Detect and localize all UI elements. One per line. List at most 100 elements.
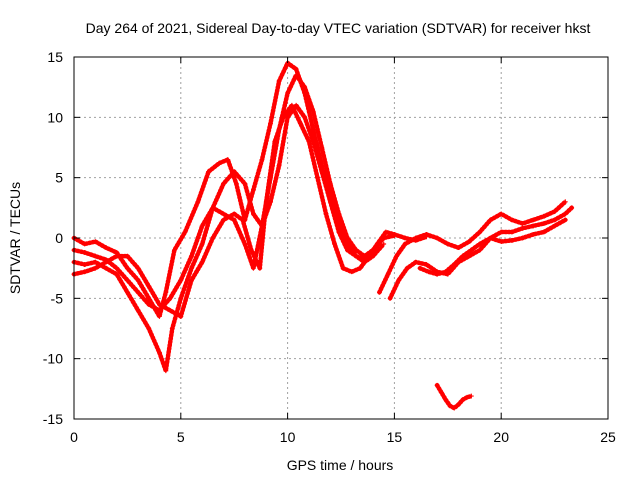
data-point — [396, 277, 402, 283]
data-point — [447, 403, 453, 409]
data-points — [71, 60, 575, 411]
x-tick-label: 5 — [177, 429, 185, 445]
data-point — [135, 289, 141, 295]
data-point — [443, 269, 449, 275]
data-point — [477, 247, 483, 253]
y-tick-label: 5 — [55, 170, 63, 186]
data-point — [374, 241, 380, 247]
data-point — [332, 241, 337, 247]
data-point — [552, 217, 557, 223]
data-point — [498, 239, 504, 245]
data-point — [293, 66, 299, 72]
data-point — [157, 301, 162, 307]
data-point — [319, 145, 325, 150]
data-point — [92, 239, 98, 245]
data-point — [488, 235, 493, 241]
series-track-8 — [434, 382, 474, 411]
data-point — [562, 217, 568, 223]
data-point — [387, 295, 393, 301]
data-point — [82, 250, 88, 255]
data-point — [434, 382, 440, 388]
data-point — [438, 390, 444, 395]
series-track-4 — [71, 102, 429, 319]
data-point — [345, 247, 350, 253]
data-point — [552, 209, 557, 214]
data-point — [509, 229, 515, 235]
data-point — [413, 235, 419, 241]
data-point — [345, 235, 350, 241]
data-point — [562, 211, 568, 217]
data-point — [114, 265, 120, 271]
data-point — [460, 397, 466, 403]
data-point — [103, 259, 109, 265]
data-point — [199, 241, 205, 247]
data-point — [460, 253, 466, 259]
data-point — [92, 253, 98, 259]
data-point — [146, 326, 152, 331]
data-point — [285, 90, 290, 96]
data-point — [293, 102, 299, 108]
data-point — [163, 368, 169, 374]
data-point — [381, 241, 387, 247]
data-point — [310, 127, 316, 132]
data-point — [541, 213, 547, 219]
data-point — [562, 199, 568, 205]
x-tick-label: 0 — [70, 429, 78, 445]
data-point — [464, 394, 470, 400]
data-point — [434, 235, 440, 241]
data-point — [280, 114, 286, 120]
data-point — [178, 314, 184, 319]
data-point — [135, 265, 141, 271]
data-point — [146, 283, 152, 289]
data-point — [336, 211, 342, 217]
data-point — [125, 277, 130, 283]
data-point — [404, 265, 410, 271]
data-point — [456, 245, 461, 251]
data-point — [413, 259, 419, 265]
data-point — [146, 301, 152, 307]
y-tick-label: -15 — [43, 411, 63, 427]
data-point — [385, 271, 391, 277]
data-point — [178, 277, 184, 283]
data-point — [353, 253, 359, 259]
x-tick-label: 10 — [280, 429, 296, 445]
data-point — [259, 157, 265, 162]
data-point — [310, 108, 316, 114]
data-point — [82, 241, 88, 247]
data-point — [530, 223, 536, 229]
data-point — [276, 78, 282, 84]
data-point — [135, 308, 141, 313]
data-point — [445, 241, 451, 247]
data-point — [169, 326, 175, 331]
data-point — [552, 223, 557, 229]
y-tick-label: 15 — [47, 49, 63, 65]
series-line — [71, 72, 397, 313]
data-point — [210, 235, 216, 241]
data-point — [417, 265, 423, 271]
data-point — [466, 253, 472, 259]
data-point — [443, 397, 449, 403]
data-point — [394, 253, 399, 259]
data-point — [221, 217, 226, 223]
data-point — [103, 245, 109, 251]
data-point — [424, 231, 429, 237]
data-point — [82, 269, 88, 275]
y-tick-label: -5 — [51, 290, 64, 306]
data-point — [268, 120, 273, 126]
data-point — [402, 235, 408, 241]
data-point — [293, 72, 299, 78]
data-point — [520, 221, 525, 226]
data-point — [366, 253, 372, 259]
data-point — [327, 199, 333, 205]
data-point — [377, 289, 382, 295]
data-point — [167, 308, 173, 313]
data-point — [251, 265, 256, 271]
data-point — [268, 199, 273, 205]
data-point — [498, 229, 504, 235]
series-track-3 — [71, 102, 376, 374]
data-point — [402, 241, 408, 247]
data-point — [125, 289, 130, 295]
data-point — [114, 253, 120, 259]
data-point — [221, 211, 226, 217]
